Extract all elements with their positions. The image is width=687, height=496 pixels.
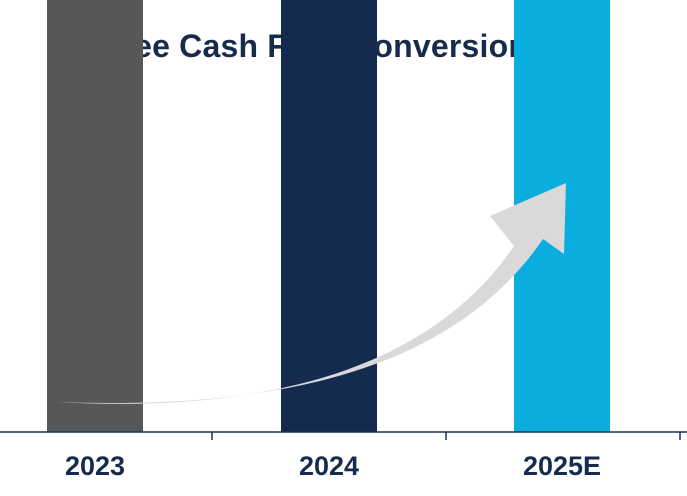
bars-layer <box>47 0 610 432</box>
x-tick-label-2024: 2024 <box>299 451 359 481</box>
bar-2023 <box>47 0 143 432</box>
x-tick-label-2025e: 2025E <box>523 451 601 481</box>
labels-layer: 202381%202485%2025E~95% <box>65 451 601 481</box>
bar-2024 <box>281 0 377 432</box>
x-tick-label-2023: 2023 <box>65 451 125 481</box>
x-axis <box>0 431 687 440</box>
